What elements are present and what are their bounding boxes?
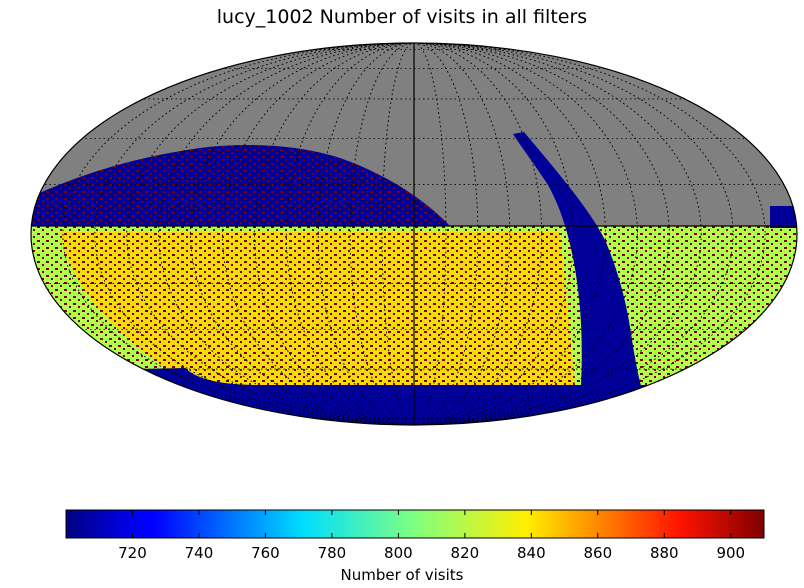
grid-meridian [94,43,734,425]
colorbar-tick-label: 760 [251,544,280,562]
grid-meridian [62,43,766,425]
grid-meridian [254,43,574,425]
colorbar-tick-label: 800 [384,544,413,562]
colorbar-tick-label: 740 [185,544,214,562]
colorbar-tick-label: 820 [451,544,480,562]
region-high-coverage-speckle [60,232,575,385]
grid-meridian [349,43,479,425]
grid-meridian [222,43,606,425]
chart-title: lucy_1002 Number of visits in all filter… [216,6,588,28]
region-east-cap [770,206,797,228]
colorbar-gradient [65,509,765,539]
colorbar-tick-label: 880 [650,544,679,562]
grid-meridian [126,43,702,425]
grid-meridian [317,43,511,425]
grid-meridian [190,43,638,425]
grid-meridian [285,43,543,425]
colorbar-tick-label: 840 [517,544,546,562]
colorbar-tick-label: 720 [118,544,147,562]
region-northern-cap-speckle [31,145,450,226]
colorbar-tick-label: 900 [716,544,745,562]
map-border [30,42,798,426]
colorbar-tick-label: 860 [583,544,612,562]
grid-meridian [158,43,670,425]
region-galactic-plane [513,132,645,402]
grid-meridian [381,43,447,425]
colorbar-label: Number of visits [340,566,464,584]
colorbar-tick-label: 780 [318,544,347,562]
